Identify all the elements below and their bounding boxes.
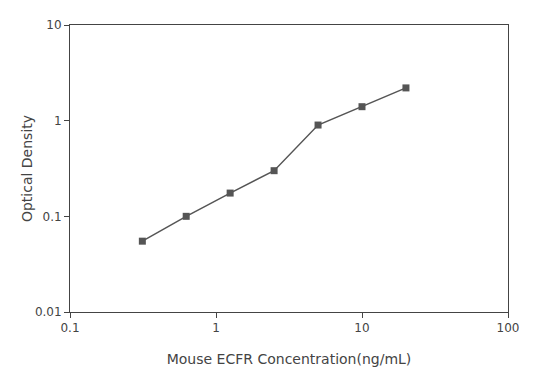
svg-text:1: 1 bbox=[54, 114, 62, 128]
svg-text:Optical Density: Optical Density bbox=[19, 115, 35, 222]
svg-text:0.01: 0.01 bbox=[35, 305, 62, 319]
svg-text:1: 1 bbox=[212, 321, 220, 335]
svg-text:10: 10 bbox=[46, 18, 61, 32]
svg-text:Mouse ECFR Concentration(ng/mL: Mouse ECFR Concentration(ng/mL) bbox=[167, 351, 412, 367]
svg-text:10: 10 bbox=[354, 321, 369, 335]
svg-text:0.1: 0.1 bbox=[43, 210, 62, 224]
svg-text:100: 100 bbox=[497, 321, 520, 335]
svg-text:0.1: 0.1 bbox=[60, 321, 79, 335]
